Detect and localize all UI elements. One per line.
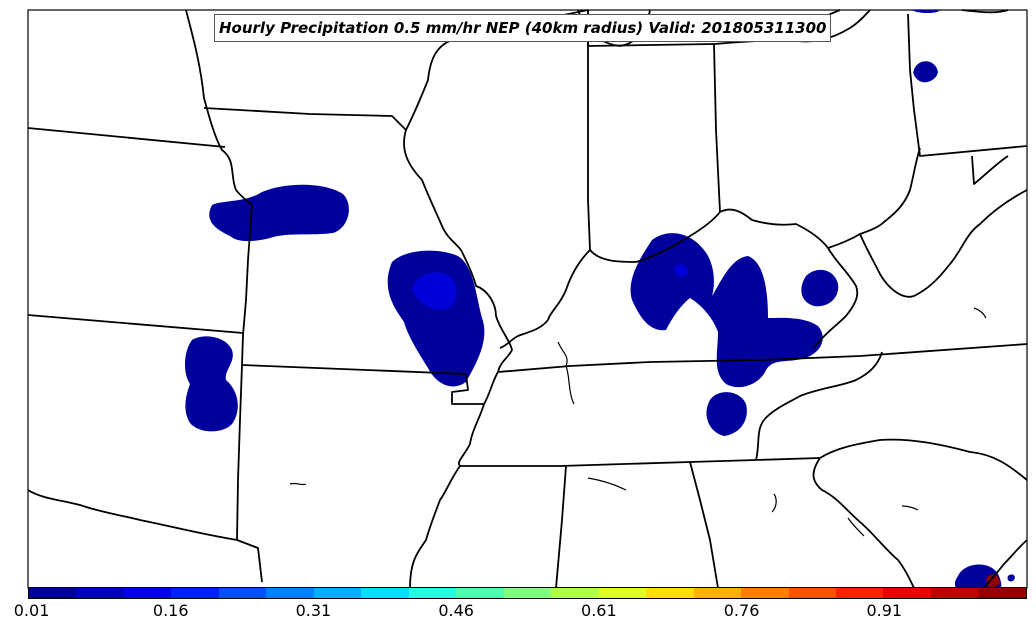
colorbar-segment (930, 588, 979, 598)
colorbar-segment (456, 588, 504, 598)
nep-area-pennsylvania (913, 61, 938, 83)
lake-sc (847, 517, 865, 537)
lake-marion (901, 505, 919, 511)
colorbar-segment (598, 588, 647, 598)
lake-guntersville (587, 477, 627, 491)
ohio-river-mid (589, 211, 721, 263)
colorbar-tick-label: 0.61 (581, 601, 617, 620)
tennessee-north-border (497, 343, 1028, 373)
west-virginia-border (859, 189, 1028, 298)
colorbar-tick-label: 0.46 (438, 601, 474, 620)
colorbar-segment (978, 588, 1026, 598)
missouri-west-border (241, 204, 253, 366)
colorbar-segment (788, 588, 836, 598)
lake-wv (973, 307, 987, 319)
nep-area-tennessee (706, 392, 747, 436)
lake-kentucky (557, 341, 575, 405)
illinois-indiana-border (547, 10, 591, 321)
ohio-river-east (719, 147, 921, 249)
kentucky-virginia-border (813, 247, 859, 349)
nep-area-north-edge (912, 10, 940, 13)
north-carolina-border (819, 438, 1028, 481)
colorbar-segment (835, 588, 884, 598)
colorbar-tick-label: 0.31 (295, 601, 332, 620)
colorbar-tick-label: 0.91 (866, 601, 903, 620)
nep-area-missouri-illinois (387, 250, 485, 387)
south-carolina-border (812, 457, 915, 589)
colorbar-segment (171, 588, 219, 598)
colorbar-tick-label: 0.76 (723, 601, 760, 620)
nep-area-indiana-core (674, 264, 688, 277)
lake-ontario (961, 9, 1009, 14)
colorbar-segment (29, 588, 77, 598)
colorbar-segment (646, 588, 694, 598)
map-title: Hourly Precipitation 0.5 mm/hr NEP (40km… (214, 14, 832, 42)
colorbar-segment (313, 588, 362, 598)
nep-area-iowa-missouri (209, 184, 349, 242)
colorbar-segment (218, 588, 267, 598)
map-frame (27, 9, 1028, 589)
alabama-georgia-border (689, 461, 719, 589)
colorbar-tick-label: 0.01 (13, 601, 50, 620)
red-river (27, 489, 238, 541)
colorbar-tick-label: 0.16 (152, 601, 189, 620)
colorbar-segment (693, 588, 742, 598)
nep-area-georgia-high (986, 574, 1000, 588)
nebraska-south-border (27, 127, 226, 148)
missouri-river-iowa (185, 9, 253, 206)
texas-panhandle (236, 539, 263, 583)
missouri-bootheel (451, 373, 484, 405)
colorbar-segment (883, 588, 931, 598)
ohio-river-west (499, 319, 549, 349)
nep-area-georgia-speck (1007, 574, 1015, 582)
colorbar-segment (551, 588, 599, 598)
kansas-south-border (27, 314, 244, 334)
colorbar-segment (503, 588, 552, 598)
lakes (289, 307, 987, 537)
maryland-border (971, 155, 1009, 185)
colorbar (28, 587, 1027, 599)
colorbar-segment (361, 588, 409, 598)
indiana-ohio-border (713, 43, 721, 213)
arkansas-west-border (236, 364, 243, 541)
mississippi-river-middle (461, 251, 513, 373)
colorbar-segment (408, 588, 457, 598)
mississippi-alabama-border (555, 465, 567, 589)
iowa-north-border (203, 107, 407, 131)
colorbar-segment (76, 588, 124, 598)
lake-texoma (289, 482, 307, 486)
atlantic-coast (983, 539, 1028, 589)
lake-lanier (771, 493, 777, 513)
nep-area-missouri-core (412, 272, 457, 310)
colorbar-segment (266, 588, 314, 598)
oklahoma-north-border (241, 364, 467, 375)
mississippi-river-upper (403, 129, 463, 253)
virginia-south-edge (755, 351, 883, 461)
nep-area-kansas-oklahoma (184, 336, 238, 432)
nep-areas (184, 10, 1015, 588)
pennsylvania-ohio-border (907, 13, 1028, 157)
nep-area-ohio (801, 269, 839, 307)
colorbar-segment (741, 588, 789, 598)
colorbar-segment (123, 588, 172, 598)
